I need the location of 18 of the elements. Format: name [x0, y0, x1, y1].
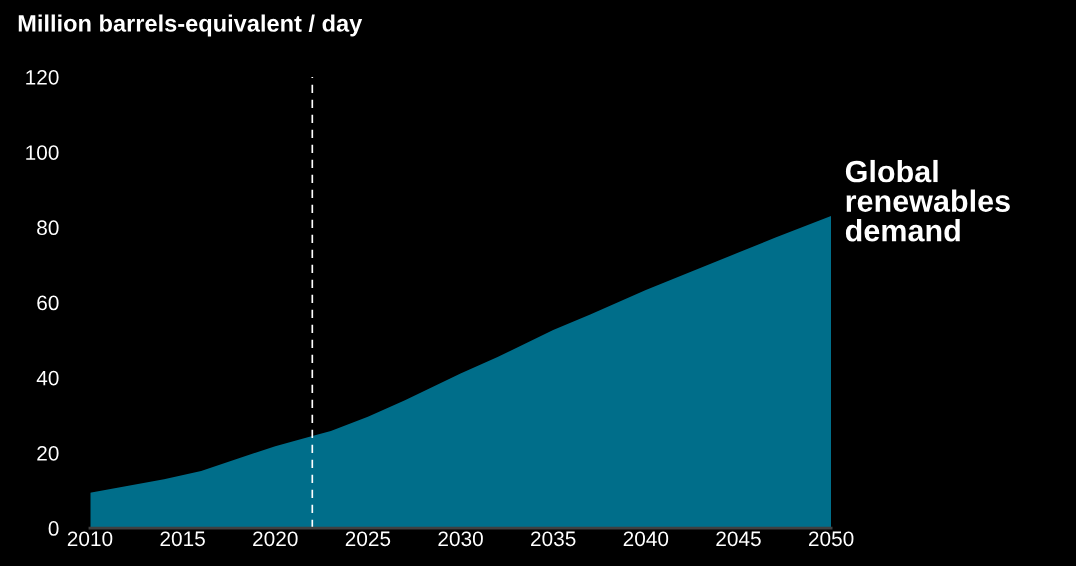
x-tick-label: 2015	[160, 531, 205, 547]
x-tick-label: 2020	[253, 531, 298, 547]
x-tick-label: 2050	[808, 531, 854, 547]
x-tick-label: 2025	[345, 531, 391, 547]
x-tick-label: 2030	[438, 531, 483, 547]
y-tick-label: 0	[48, 521, 59, 536]
y-tick-label: 40	[36, 370, 59, 386]
y-tick-label: 100	[26, 145, 59, 160]
x-tick-label: 2040	[623, 531, 669, 547]
y-tick-label: 20	[37, 445, 59, 461]
y-tick-label: 120	[26, 69, 59, 85]
chart-title: Million barrels-equivalent / day	[18, 14, 363, 37]
x-tick-label: 2010	[67, 531, 113, 547]
y-tick-label: 60	[37, 295, 59, 311]
x-tick-label: 2035	[531, 531, 576, 547]
y-tick-label: 80	[37, 220, 59, 236]
x-tick-label: 2045	[716, 531, 761, 547]
text: Global renewables demand	[845, 159, 1010, 242]
